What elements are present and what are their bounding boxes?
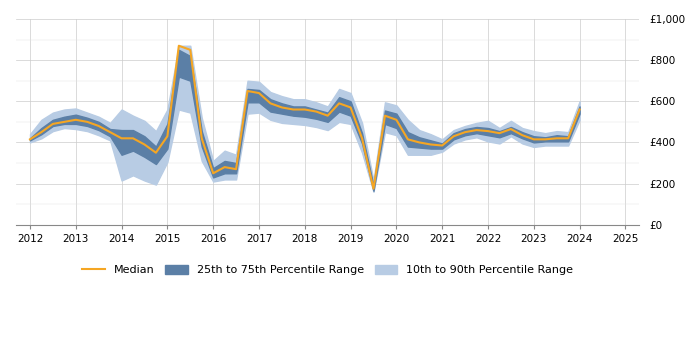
- Median: [312, 110, 321, 114]
- Median: [255, 91, 263, 95]
- Median: [289, 107, 298, 112]
- Median: [300, 107, 309, 112]
- Median: [346, 105, 355, 110]
- Median: [426, 142, 435, 147]
- Median: [163, 134, 172, 138]
- Median: [530, 137, 538, 141]
- Median: [358, 136, 366, 140]
- Median: [518, 133, 526, 137]
- Median: [575, 107, 584, 112]
- Median: [94, 124, 103, 128]
- Median: [507, 127, 515, 131]
- Median: [541, 137, 550, 141]
- Median: [381, 114, 389, 118]
- Median: [496, 131, 504, 135]
- Median: [174, 44, 183, 48]
- Median: [438, 144, 447, 148]
- Median: [335, 101, 343, 105]
- Legend: Median, 25th to 75th Percentile Range, 10th to 90th Percentile Range: Median, 25th to 75th Percentile Range, 1…: [77, 259, 578, 281]
- Median: [197, 136, 206, 140]
- Median: [129, 136, 137, 140]
- Median: [323, 114, 332, 118]
- Median: [186, 48, 195, 52]
- Median: [106, 130, 114, 134]
- Median: [118, 136, 126, 140]
- Median: [152, 150, 160, 155]
- Median: [60, 120, 69, 124]
- Median: [244, 89, 252, 93]
- Median: [220, 165, 229, 169]
- Median: [37, 130, 46, 134]
- Median: [473, 128, 481, 132]
- Median: [449, 134, 458, 138]
- Median: [209, 171, 218, 175]
- Median: [404, 137, 412, 141]
- Median: [266, 101, 274, 105]
- Median: [49, 122, 57, 126]
- Median: [392, 118, 400, 122]
- Median: [461, 130, 469, 134]
- Median: [140, 142, 148, 147]
- Median: [564, 136, 573, 140]
- Median: [83, 120, 92, 124]
- Median: [370, 187, 378, 191]
- Line: Median: Median: [30, 46, 580, 189]
- Median: [552, 136, 561, 140]
- Median: [26, 137, 34, 141]
- Median: [484, 129, 492, 133]
- Median: [71, 118, 80, 122]
- Median: [232, 167, 240, 171]
- Median: [415, 140, 424, 145]
- Median: [278, 105, 286, 110]
